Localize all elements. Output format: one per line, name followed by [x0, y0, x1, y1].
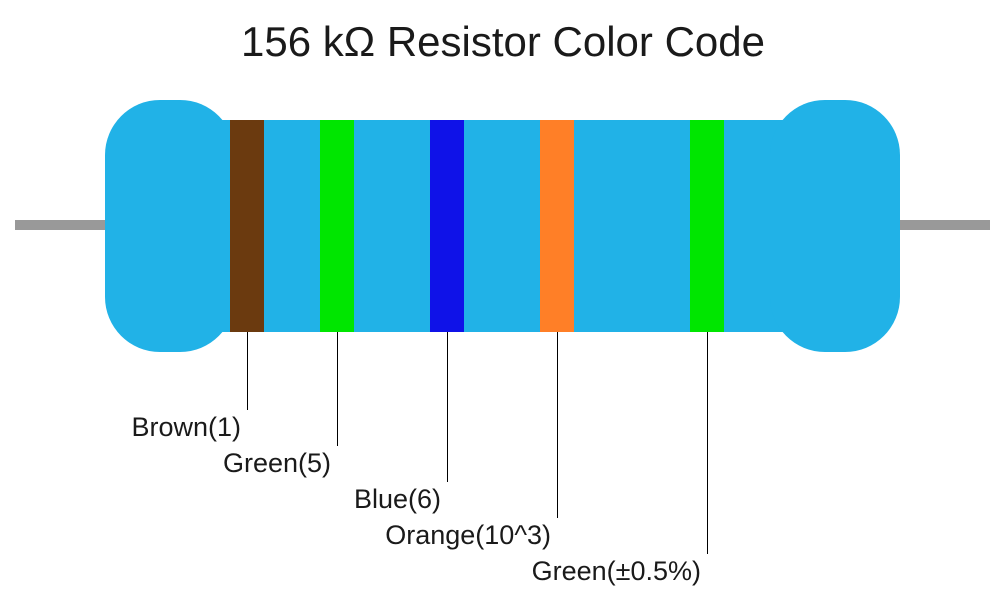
- band-5-green-label: Green(±0.5%): [532, 556, 701, 587]
- resistor-endcap-right: [770, 100, 900, 352]
- band-1-brown: [230, 120, 264, 332]
- band-1-brown-callout-line: [247, 332, 248, 410]
- band-2-green-label: Green(5): [223, 448, 331, 479]
- band-3-blue-callout-line: [447, 332, 448, 482]
- band-4-orange-label: Orange(10^3): [385, 520, 551, 551]
- band-2-green: [320, 120, 354, 332]
- diagram-stage: 156 kΩ Resistor Color Code Brown(1) Green…: [0, 0, 1006, 607]
- band-2-green-callout-line: [337, 332, 338, 446]
- band-5-green: [690, 120, 724, 332]
- band-3-blue: [430, 120, 464, 332]
- band-3-blue-label: Blue(6): [354, 484, 441, 515]
- band-4-orange-callout-line: [557, 332, 558, 518]
- band-5-green-callout-line: [707, 332, 708, 554]
- diagram-title: 156 kΩ Resistor Color Code: [0, 18, 1006, 66]
- band-4-orange: [540, 120, 574, 332]
- band-1-brown-label: Brown(1): [131, 412, 241, 443]
